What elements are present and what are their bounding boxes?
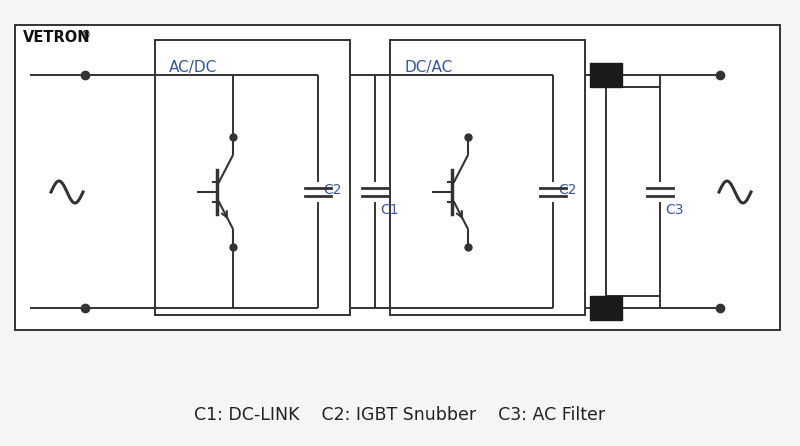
Text: C2: C2: [323, 182, 342, 197]
Text: DC/AC: DC/AC: [404, 60, 452, 75]
Text: C1: DC-LINK    C2: IGBT Snubber    C3: AC Filter: C1: DC-LINK C2: IGBT Snubber C3: AC Filt…: [194, 406, 606, 424]
Text: AC/DC: AC/DC: [169, 60, 218, 75]
Bar: [590, 296, 622, 320]
Bar: [155, 40, 350, 315]
Text: C3: C3: [665, 202, 683, 216]
Bar: [390, 40, 585, 315]
Bar: [15, 25, 780, 330]
Text: VETRON: VETRON: [23, 30, 90, 45]
Text: ®: ®: [81, 30, 91, 40]
Text: C2: C2: [558, 182, 577, 197]
Text: C1: C1: [380, 202, 398, 216]
Bar: [590, 63, 622, 87]
